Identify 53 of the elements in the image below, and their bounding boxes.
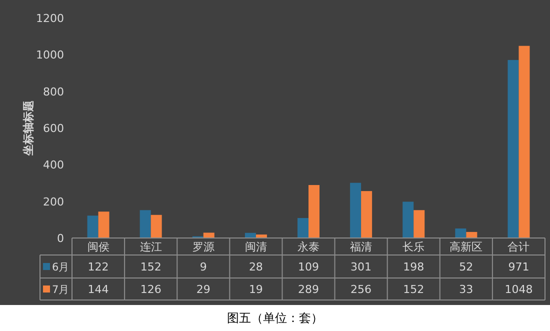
data-label: 109	[298, 260, 319, 274]
x-tick-label: 连江	[140, 240, 162, 254]
y-tick-label: 1000	[36, 48, 64, 62]
data-label: 19	[248, 283, 263, 296]
x-tick-label: 长乐	[402, 240, 425, 254]
data-label: 126	[140, 283, 162, 296]
bar	[150, 214, 162, 238]
text: 图五（单位：套）	[227, 311, 323, 325]
y-tick-label: 400	[43, 158, 64, 172]
bar	[455, 228, 466, 238]
y-tick-label: 600	[43, 122, 64, 135]
x-tick-label: 罗源	[192, 240, 214, 254]
data-label: 1048	[504, 283, 533, 296]
x-tick-label: 高新区	[450, 240, 483, 254]
x-tick-label: 闽侯	[87, 240, 110, 254]
data-label: 256	[350, 283, 372, 296]
x-tick-label: 合计	[508, 240, 530, 254]
bar	[508, 60, 519, 238]
data-label: 301	[350, 260, 372, 274]
bar	[350, 182, 362, 238]
bar	[518, 46, 530, 238]
data-label: 152	[140, 260, 162, 274]
y-axis-title: 坐标轴标题	[22, 100, 35, 156]
bar	[414, 210, 425, 238]
data-label: 971	[508, 260, 530, 274]
bar	[298, 218, 308, 238]
x-tick-label: 闽清	[244, 240, 267, 254]
y-tick-label: 200	[43, 195, 64, 208]
bar	[308, 185, 320, 238]
data-label: 122	[88, 260, 109, 274]
y-tick-label: 1200	[36, 12, 64, 25]
bar	[98, 212, 110, 238]
data-label: 144	[88, 283, 109, 296]
data-label: 33	[459, 283, 474, 296]
legend-label: 6月	[52, 262, 70, 274]
data-label: 28	[248, 260, 263, 274]
bar	[466, 232, 478, 238]
bar	[140, 210, 151, 238]
bar	[87, 216, 98, 238]
y-tick-label: 0	[57, 232, 64, 245]
data-label: 29	[196, 283, 210, 296]
x-tick-label: 福清	[350, 240, 372, 254]
legend-label: 7月	[52, 284, 70, 296]
bar	[203, 232, 214, 238]
x-tick-label: 永泰	[298, 240, 320, 254]
y-tick-label: 800	[43, 85, 64, 98]
data-label: 289	[298, 283, 319, 296]
data-label: 198	[403, 260, 424, 274]
data-label: 9	[200, 260, 207, 274]
data-label: 152	[403, 283, 424, 296]
bar	[402, 202, 414, 238]
data-label: 52	[459, 260, 474, 274]
bar	[361, 191, 372, 238]
